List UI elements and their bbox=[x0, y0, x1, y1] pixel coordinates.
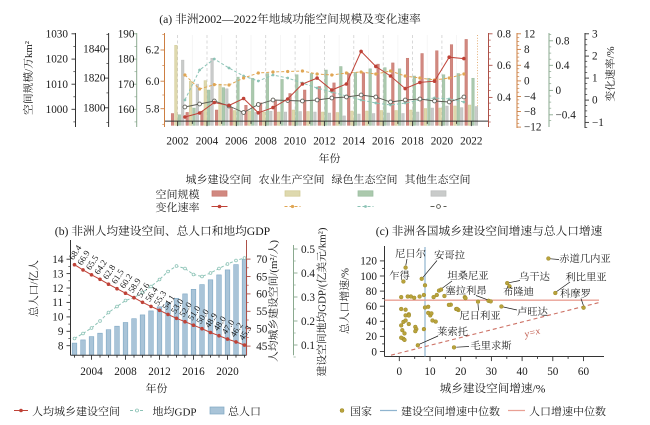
svg-text:0.5: 0.5 bbox=[301, 244, 315, 256]
svg-text:55: 55 bbox=[256, 306, 268, 318]
svg-text:1: 1 bbox=[592, 73, 598, 85]
svg-text:0.8: 0.8 bbox=[497, 28, 511, 40]
svg-text:0.8: 0.8 bbox=[556, 35, 570, 47]
svg-text:2018: 2018 bbox=[401, 135, 424, 147]
svg-text:30: 30 bbox=[486, 366, 498, 378]
svg-text:): ) bbox=[268, 240, 280, 244]
svg-text:10: 10 bbox=[424, 366, 436, 378]
svg-text:0.4: 0.4 bbox=[556, 60, 570, 72]
svg-text:0: 0 bbox=[524, 76, 530, 88]
svg-text:12: 12 bbox=[524, 28, 535, 40]
svg-text:2004: 2004 bbox=[80, 366, 103, 378]
svg-text:GDP: GDP bbox=[247, 225, 271, 238]
svg-text:2008: 2008 bbox=[255, 135, 278, 147]
svg-text:1800: 1800 bbox=[83, 102, 106, 114]
svg-text:2022: 2022 bbox=[460, 135, 482, 147]
svg-text:/%: /% bbox=[339, 268, 351, 280]
svg-text:2016: 2016 bbox=[182, 366, 205, 378]
svg-text:8: 8 bbox=[524, 44, 530, 56]
svg-text:2006: 2006 bbox=[225, 135, 248, 147]
svg-text:2014: 2014 bbox=[343, 135, 366, 147]
svg-text:−8: −8 bbox=[524, 106, 536, 118]
svg-text:0: 0 bbox=[371, 346, 377, 358]
svg-text:2: 2 bbox=[592, 51, 598, 63]
svg-text:0.3: 0.3 bbox=[301, 292, 315, 304]
svg-text:/: / bbox=[23, 69, 35, 72]
svg-text:2008: 2008 bbox=[114, 366, 137, 378]
svg-text:2020: 2020 bbox=[216, 366, 239, 378]
svg-text:0.2: 0.2 bbox=[301, 316, 315, 328]
svg-text:2012: 2012 bbox=[313, 135, 335, 147]
svg-text:6.0: 6.0 bbox=[146, 76, 160, 88]
svg-text:50: 50 bbox=[256, 324, 268, 336]
svg-text:2012: 2012 bbox=[148, 366, 170, 378]
svg-text:0.4: 0.4 bbox=[301, 268, 315, 280]
svg-text:6.2: 6.2 bbox=[146, 45, 160, 57]
svg-text:60: 60 bbox=[366, 301, 378, 313]
svg-text:−12: −12 bbox=[524, 122, 542, 134]
svg-text:2002—2022: 2002—2022 bbox=[199, 13, 258, 26]
svg-text:/km²): /km²) bbox=[317, 227, 329, 251]
svg-text:170: 170 bbox=[118, 79, 135, 91]
svg-text:190: 190 bbox=[118, 28, 135, 40]
svg-text:−0.4: −0.4 bbox=[556, 109, 577, 121]
svg-text:8: 8 bbox=[58, 341, 64, 353]
svg-text:/: / bbox=[29, 282, 41, 285]
svg-text:2002: 2002 bbox=[166, 135, 188, 147]
svg-text:/%: /% bbox=[605, 46, 617, 58]
svg-text:/(m²/: /(m²/ bbox=[268, 254, 280, 275]
svg-text:20: 20 bbox=[366, 331, 378, 343]
svg-text:1020: 1020 bbox=[46, 54, 69, 66]
svg-text:12: 12 bbox=[52, 283, 63, 295]
svg-text:40: 40 bbox=[517, 366, 529, 378]
svg-text:160: 160 bbox=[118, 104, 135, 116]
svg-text:0: 0 bbox=[592, 95, 598, 107]
svg-text:60: 60 bbox=[578, 366, 590, 378]
svg-text:−4: −4 bbox=[524, 91, 536, 103]
svg-text:1010: 1010 bbox=[46, 79, 69, 91]
svg-text:1840: 1840 bbox=[83, 44, 106, 56]
svg-text:45: 45 bbox=[256, 341, 268, 353]
svg-text:GDP/(: GDP/( bbox=[317, 283, 329, 312]
svg-text:(c): (c) bbox=[376, 225, 389, 238]
svg-text:20: 20 bbox=[455, 366, 467, 378]
svg-text:11: 11 bbox=[52, 297, 63, 309]
svg-text:/%: /% bbox=[533, 382, 546, 395]
svg-text:40: 40 bbox=[366, 316, 378, 328]
svg-text:−1: −1 bbox=[592, 117, 604, 129]
svg-text:5.8: 5.8 bbox=[146, 103, 160, 115]
svg-text:14: 14 bbox=[52, 254, 64, 266]
svg-text:1820: 1820 bbox=[83, 73, 106, 85]
svg-text:2004: 2004 bbox=[196, 135, 219, 147]
svg-text:GDP: GDP bbox=[175, 406, 197, 418]
svg-text:9: 9 bbox=[58, 326, 64, 338]
svg-text:y=x: y=x bbox=[523, 326, 542, 341]
svg-text:180: 180 bbox=[118, 54, 135, 66]
svg-text:1030: 1030 bbox=[46, 28, 69, 40]
svg-text:80: 80 bbox=[366, 286, 378, 298]
svg-text:km²: km² bbox=[23, 41, 35, 58]
svg-text:70: 70 bbox=[256, 254, 268, 266]
svg-text:65: 65 bbox=[256, 271, 268, 283]
svg-text:0.6: 0.6 bbox=[497, 60, 511, 72]
svg-text:13: 13 bbox=[52, 268, 64, 280]
svg-text:120: 120 bbox=[360, 256, 377, 268]
svg-text:0: 0 bbox=[397, 366, 403, 378]
svg-text:2010: 2010 bbox=[284, 135, 307, 147]
svg-text:60: 60 bbox=[256, 289, 268, 301]
svg-text:50: 50 bbox=[547, 366, 559, 378]
svg-text:(a): (a) bbox=[159, 13, 172, 26]
svg-text:0.4: 0.4 bbox=[497, 92, 511, 104]
svg-text:2016: 2016 bbox=[372, 135, 395, 147]
svg-text:4: 4 bbox=[524, 60, 530, 72]
svg-text:0.1: 0.1 bbox=[301, 340, 315, 352]
svg-text:1000: 1000 bbox=[46, 104, 69, 116]
svg-text:10: 10 bbox=[52, 312, 64, 324]
svg-text:100: 100 bbox=[360, 271, 377, 283]
svg-text:2020: 2020 bbox=[431, 135, 454, 147]
svg-text:0: 0 bbox=[556, 85, 562, 97]
svg-text:3: 3 bbox=[592, 28, 598, 40]
svg-text:(b): (b) bbox=[55, 225, 69, 238]
